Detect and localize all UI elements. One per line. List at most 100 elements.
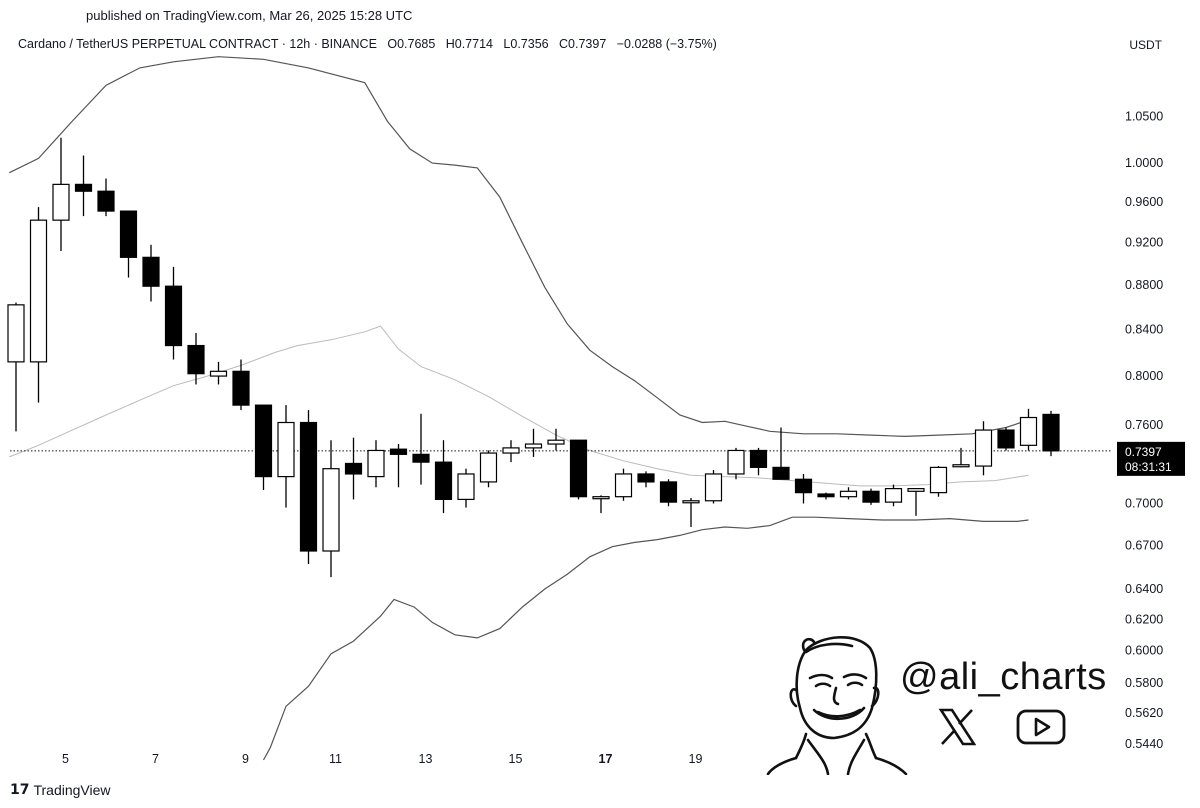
- candle-body: [727, 449, 745, 475]
- y-tick-label: 0.5620: [1125, 706, 1163, 720]
- candle: [727, 447, 745, 480]
- candle: [772, 427, 790, 480]
- ohlc-low: L0.7356: [503, 37, 549, 51]
- symbol-legend: Cardano / TetherUS PERPETUAL CONTRACT · …: [18, 37, 717, 51]
- candle-body: [209, 370, 228, 377]
- candle: [232, 359, 250, 411]
- band-lower: [262, 516, 1029, 761]
- candle: [367, 440, 385, 488]
- candle: [569, 439, 588, 500]
- candle-body: [547, 439, 565, 445]
- candle: [862, 488, 880, 505]
- candle: [29, 207, 48, 403]
- candle: [254, 404, 273, 490]
- candle: [884, 484, 903, 507]
- candle-body: [839, 490, 858, 498]
- candle-body: [704, 473, 723, 502]
- candle: [412, 413, 430, 485]
- price-label: 0.7397: [1125, 445, 1162, 459]
- y-tick-label: 0.5800: [1125, 676, 1163, 690]
- price-axis[interactable]: 0.5440 0.5620 0.5800 0.6000 0.6200 0.6400 0.67…: [1125, 110, 1163, 751]
- candle: [322, 440, 340, 578]
- candle-body: [884, 488, 903, 503]
- candle-body: [29, 219, 48, 363]
- x-icon[interactable]: [938, 708, 976, 746]
- candle: [97, 178, 115, 217]
- countdown-label: 08:31:31: [1125, 460, 1172, 474]
- band-middle: [9, 325, 1029, 487]
- candle: [794, 473, 813, 504]
- candle-body: [389, 448, 408, 455]
- caricature-logo: [766, 636, 908, 775]
- candle-body: [142, 256, 160, 287]
- tradingview-logo[interactable]: 17 TradingView: [10, 782, 111, 798]
- candle: [142, 244, 160, 302]
- band-upper: [9, 56, 1029, 438]
- candle: [187, 332, 205, 385]
- y-tick-label: 0.7000: [1125, 496, 1163, 510]
- y-tick-label: 0.6700: [1125, 538, 1163, 552]
- candle-body: [524, 443, 543, 449]
- candle-body: [502, 447, 520, 454]
- symbol-name[interactable]: Cardano / TetherUS PERPETUAL CONTRACT · …: [18, 37, 377, 51]
- candle-body: [74, 183, 93, 192]
- candle: [659, 479, 678, 507]
- youtube-icon[interactable]: [1016, 708, 1066, 746]
- candle-body: [479, 452, 498, 483]
- candle-body: [299, 421, 318, 552]
- candle: [817, 492, 835, 500]
- x-tick-label: 9: [242, 752, 249, 766]
- candle-body: [907, 488, 925, 492]
- candle-body: [7, 304, 25, 363]
- candle-body: [592, 496, 610, 500]
- y-tick-label: 0.5440: [1125, 737, 1163, 751]
- candle: [344, 437, 363, 500]
- y-tick-label: 0.6200: [1125, 612, 1163, 626]
- ohlc-close: C0.7397: [559, 37, 607, 51]
- time-axis[interactable]: 5 7 9 11 13 15 17 19: [62, 752, 702, 766]
- candle: [929, 466, 948, 497]
- candle: [434, 440, 453, 514]
- x-tick-label: 13: [419, 752, 433, 766]
- social-links: [938, 708, 1066, 746]
- x-tick-label: 7: [152, 752, 159, 766]
- candle: [974, 421, 993, 476]
- candle: [547, 428, 565, 451]
- candle-body: [367, 449, 385, 478]
- candle-body: [434, 461, 453, 501]
- candle-body: [952, 464, 970, 468]
- candle-body: [817, 493, 835, 498]
- y-tick-label: 0.6400: [1125, 582, 1163, 596]
- x-tick-label: 15: [509, 752, 523, 766]
- candle: [299, 410, 318, 564]
- y-tick-label: 1.0500: [1125, 110, 1163, 124]
- candle: [7, 302, 25, 432]
- candle-body: [344, 462, 363, 475]
- candle: [389, 444, 408, 488]
- candle-body: [974, 429, 993, 467]
- candle-body: [1019, 416, 1038, 446]
- candle: [74, 155, 93, 217]
- candle-body: [569, 439, 588, 498]
- ohlc-high: H0.7714: [445, 37, 493, 51]
- candle: [749, 447, 768, 476]
- candle-body: [659, 481, 678, 503]
- candle-body: [614, 473, 633, 498]
- candle-body: [682, 500, 700, 504]
- candle: [997, 427, 1015, 451]
- ohlc-change: −0.0288 (−3.75%): [616, 37, 717, 51]
- x-tick-label: 5: [62, 752, 69, 766]
- published-note: published on TradingView.com, Mar 26, 20…: [86, 8, 413, 23]
- candle-body: [772, 466, 790, 480]
- y-tick-label: 0.7600: [1125, 418, 1163, 432]
- candle: [524, 428, 543, 457]
- tradingview-mark-icon: 17: [10, 782, 30, 798]
- candle-body: [97, 190, 115, 212]
- y-tick-label: 1.0000: [1125, 156, 1163, 170]
- candle-body: [322, 468, 340, 552]
- candle-body: [997, 429, 1015, 449]
- candle-body: [164, 285, 183, 347]
- candle: [614, 468, 633, 501]
- candle-body: [457, 473, 475, 501]
